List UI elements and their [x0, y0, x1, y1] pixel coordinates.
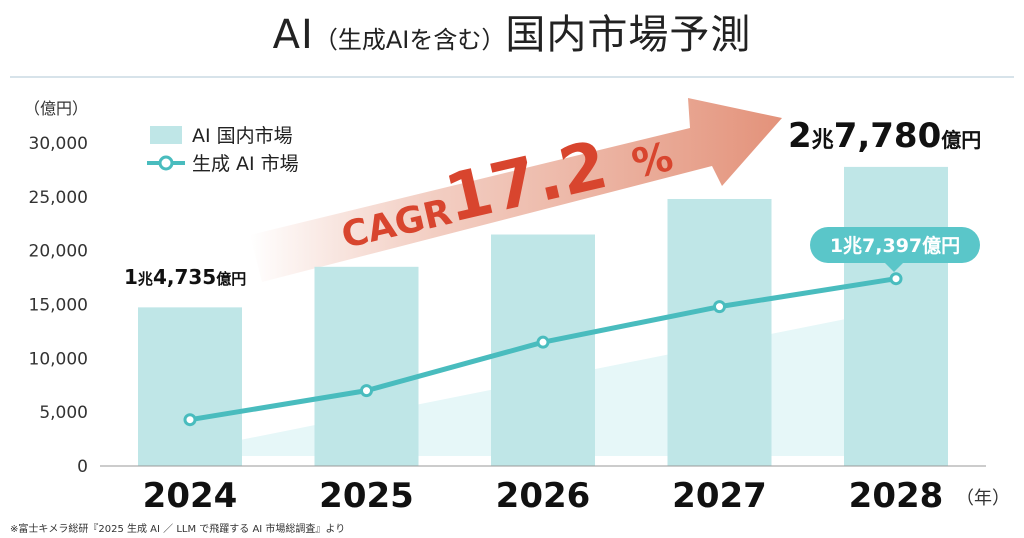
legend-line-label: 生成 AI 市場	[192, 153, 299, 175]
x-tick-label: 2026	[496, 476, 591, 516]
line-point-2027	[713, 300, 726, 314]
title-suffix: 国内市場予測	[505, 12, 752, 58]
cagr-value: 17.2	[438, 126, 614, 238]
x-tick-label: 2027	[672, 476, 767, 516]
legend-bar-swatch	[150, 126, 182, 144]
bar-2024	[138, 307, 242, 466]
source-note: ※富士キメラ総研『2025 生成 AI ／ LLM で飛躍する AI 市場総調査…	[10, 524, 346, 535]
legend: AI 国内市場 生成 AI 市場	[147, 125, 299, 175]
title-divider	[10, 76, 1014, 78]
bar-2028	[844, 166, 948, 467]
x-tick-label: 2025	[319, 476, 414, 516]
first-bar-callout: 1兆4,735億円	[124, 265, 246, 289]
line-point-2028	[889, 272, 903, 286]
line-point-2025	[360, 384, 373, 398]
y-tick-label: 30,000	[29, 134, 88, 154]
y-tick-label: 25,000	[29, 188, 88, 208]
y-tick-label: 10,000	[29, 349, 88, 369]
bar-2027	[667, 198, 772, 466]
y-tick-label: 15,000	[29, 296, 88, 316]
y-axis-unit: （億円）	[24, 99, 89, 118]
x-tick-label: 2024	[143, 476, 238, 516]
y-tick-label: 0	[77, 457, 88, 477]
cagr-arrow	[250, 98, 782, 282]
cagr-arrow-shape	[250, 98, 782, 282]
line-point-2026	[536, 335, 550, 349]
title-prefix: AI	[272, 12, 314, 58]
last-bar-callout: 2兆7,780億円	[788, 116, 981, 156]
bar-2025	[314, 266, 419, 466]
x-tick-label: 2028	[849, 476, 944, 516]
y-tick-label: 20,000	[29, 242, 88, 262]
last-point-badge: 1兆7,397億円	[810, 227, 980, 272]
chart-title: AI（生成AIを含む）国内市場予測	[0, 0, 1024, 70]
y-tick-label: 5,000	[39, 403, 88, 423]
x-axis-unit: （年）	[956, 488, 1010, 509]
legend-bar-label: AI 国内市場	[192, 125, 293, 147]
title-paren: （生成AIを含む）	[313, 26, 506, 54]
line-point-2024	[183, 413, 197, 427]
legend-line-marker	[158, 155, 174, 171]
last-point-callout: 1兆7,397億円	[830, 234, 960, 257]
